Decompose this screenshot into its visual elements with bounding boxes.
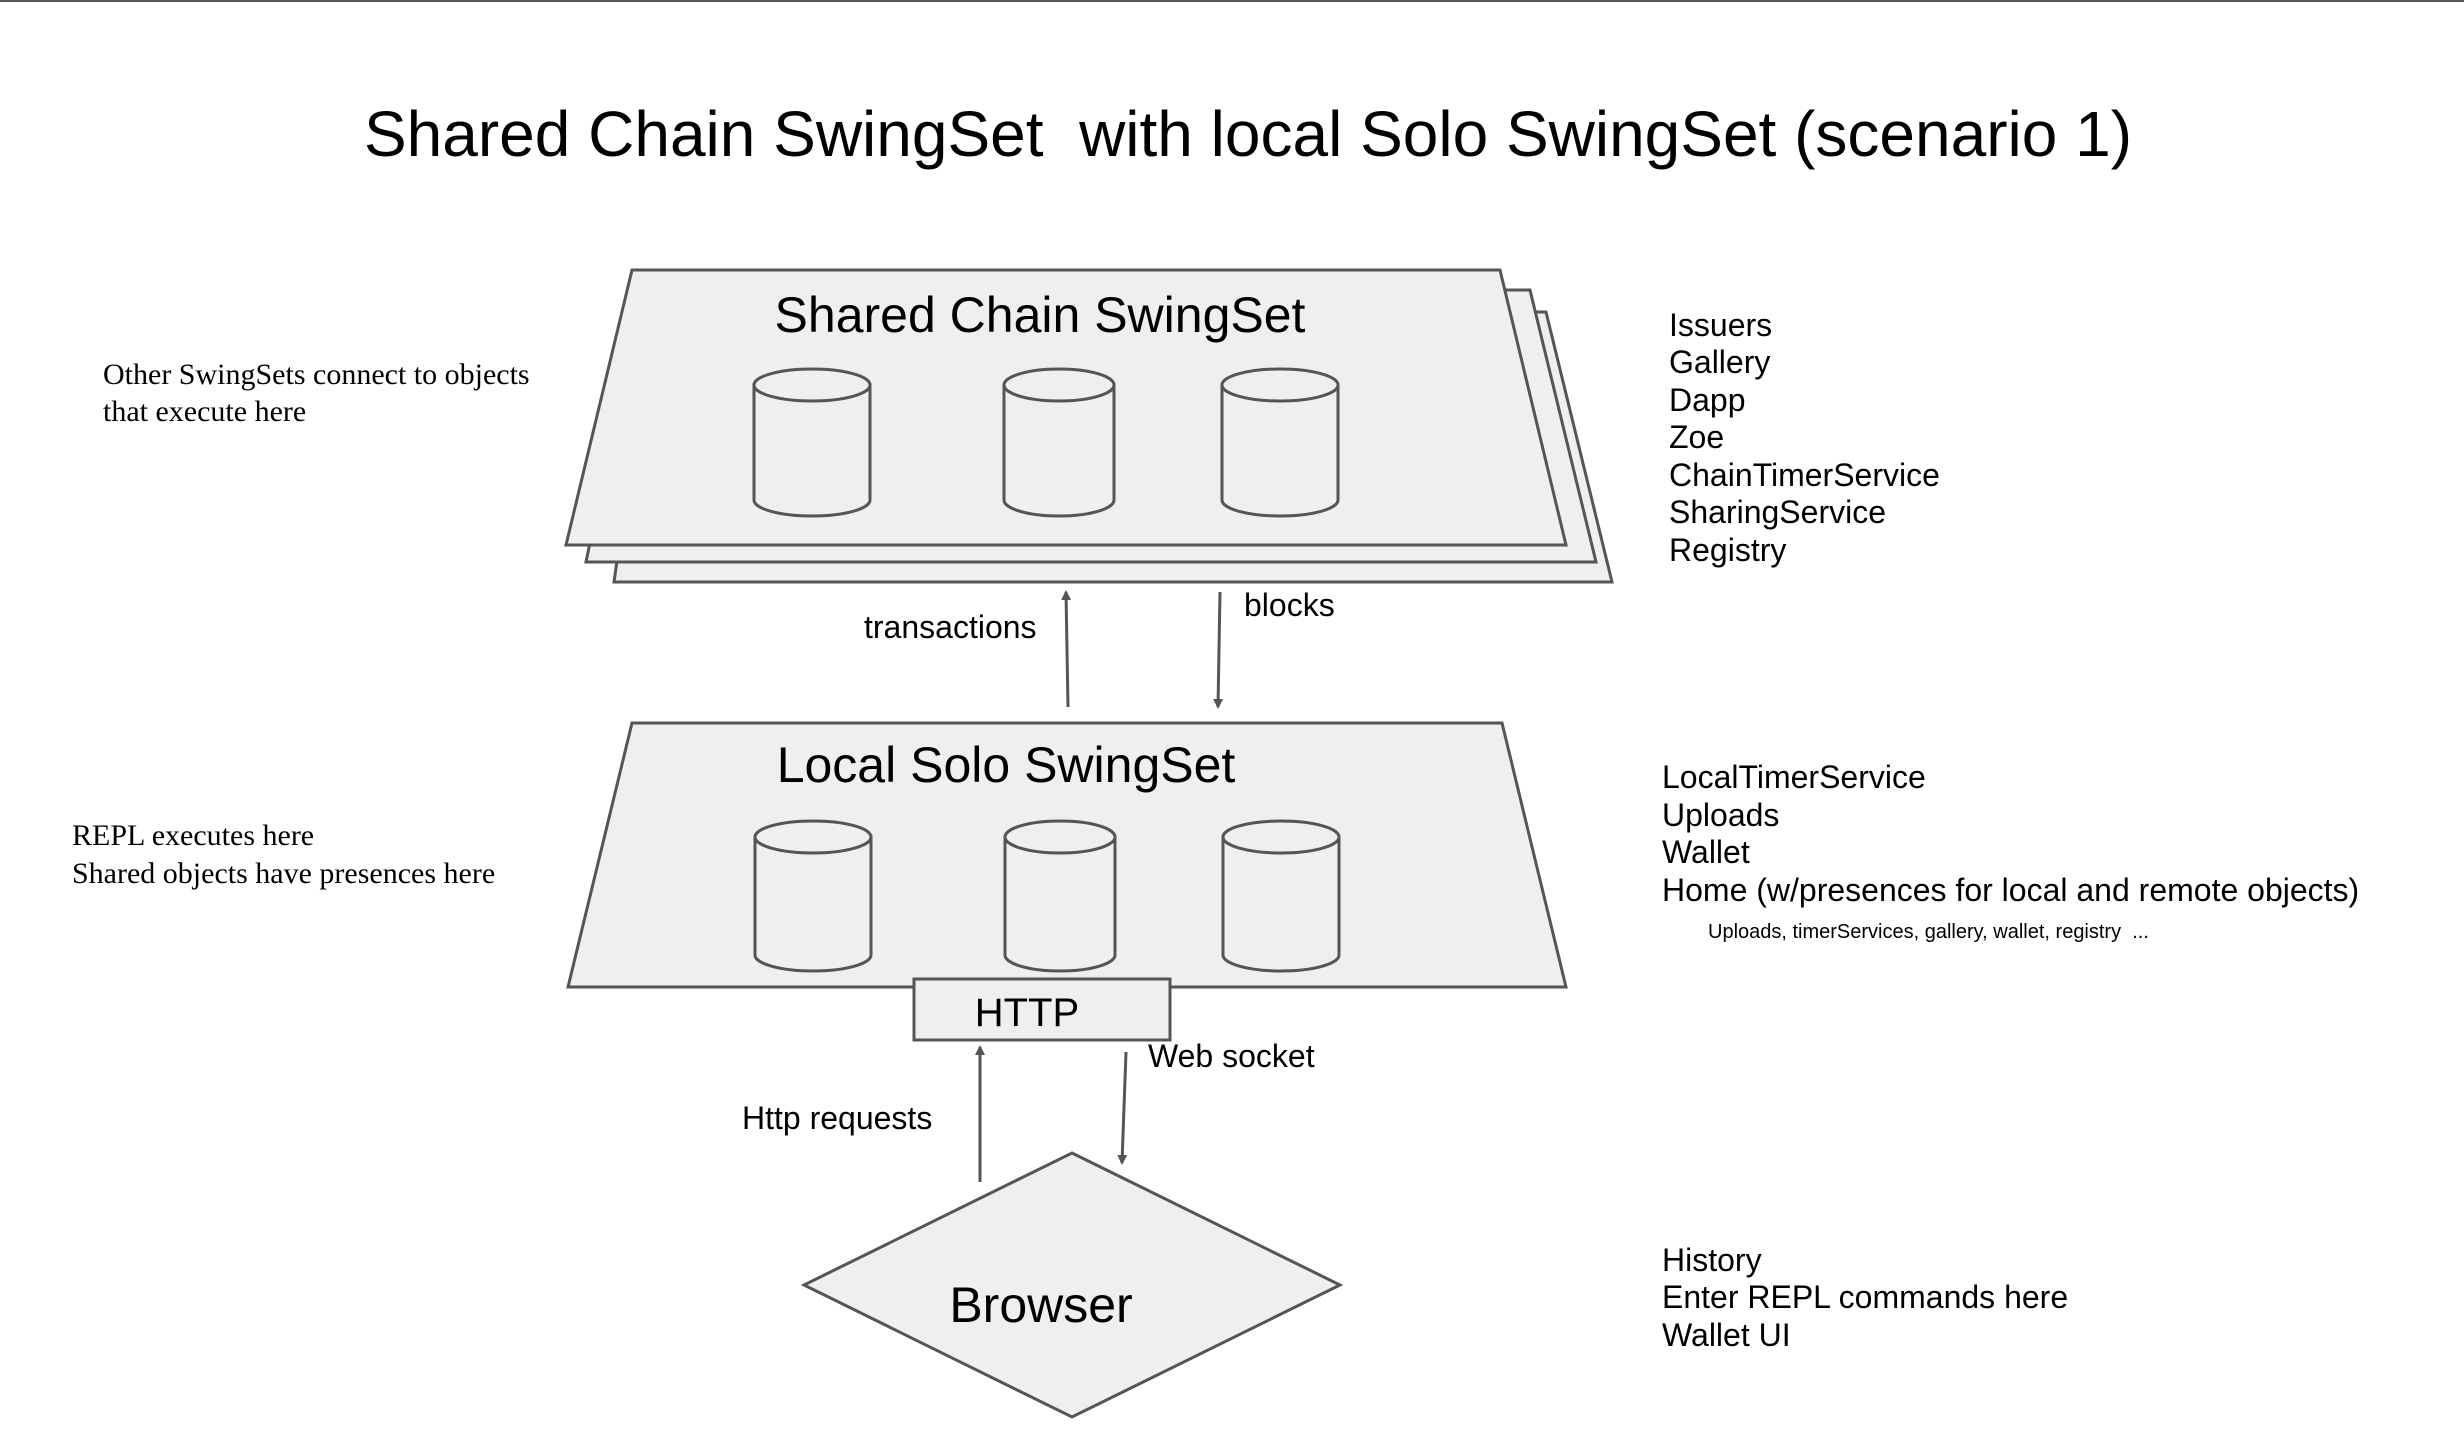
transactions-arrow [1061,590,1072,708]
feature-item: Enter REPL commands here [1662,1279,2068,1315]
local-solo-store-1 [753,819,873,973]
browser-label: Browser [949,1277,1132,1333]
shared-chain-store-1 [752,367,872,518]
transactions-label: transactions [864,609,1037,645]
local-solo-swingset: Local Solo SwingSet [566,721,1568,989]
feature-item: Wallet UI [1662,1317,1791,1353]
browser-features: History Enter REPL commands here Wallet … [1662,1242,2077,1353]
http-box: HTTP [912,977,1172,1042]
web-socket-label: Web socket [1148,1038,1315,1074]
service-item: Registry [1669,532,1786,568]
local-solo-label: Local Solo SwingSet [777,737,1236,793]
service-item: SharingService [1669,494,1886,530]
http-requests-label: Http requests [742,1100,932,1136]
blocks-label: blocks [1244,587,1335,623]
service-item: Dapp [1669,382,1746,418]
http-label: HTTP [975,991,1079,1035]
service-item: Gallery [1669,344,1770,380]
service-item: LocalTimerService [1662,759,1926,795]
blocks-arrow [1213,591,1224,709]
local-solo-store-2 [1003,819,1117,973]
browser-node: Browser [800,1151,1344,1419]
local-solo-note: REPL executes here Shared objects have p… [72,819,495,890]
service-item: ChainTimerService [1669,457,1940,493]
diagram-title: Shared Chain SwingSet with local Solo Sw… [364,98,2132,170]
shared-chain-label: Shared Chain SwingSet [775,287,1306,343]
shared-chain-note: Other SwingSets connect to objects that … [103,358,537,428]
feature-item: History [1662,1242,1762,1278]
web-socket-arrow [1117,1051,1128,1165]
service-item: Wallet [1662,834,1750,870]
service-item: Uploads [1662,797,1779,833]
local-solo-store-3 [1221,819,1341,973]
local-solo-services: LocalTimerService Uploads Wallet Home (w… [1662,759,2359,908]
home-detail: Uploads, timerServices, gallery, wallet,… [1708,921,2149,943]
service-item: Home (w/presences for local and remote o… [1662,872,2359,908]
shared-chain-store-2 [1002,367,1116,518]
shared-chain-swingset: Shared Chain SwingSet [564,268,1614,584]
service-item: Zoe [1669,419,1724,455]
service-item: Issuers [1669,307,1772,343]
shared-chain-services: Issuers Gallery Dapp Zoe ChainTimerServi… [1669,307,1949,568]
shared-chain-store-3 [1220,367,1340,518]
